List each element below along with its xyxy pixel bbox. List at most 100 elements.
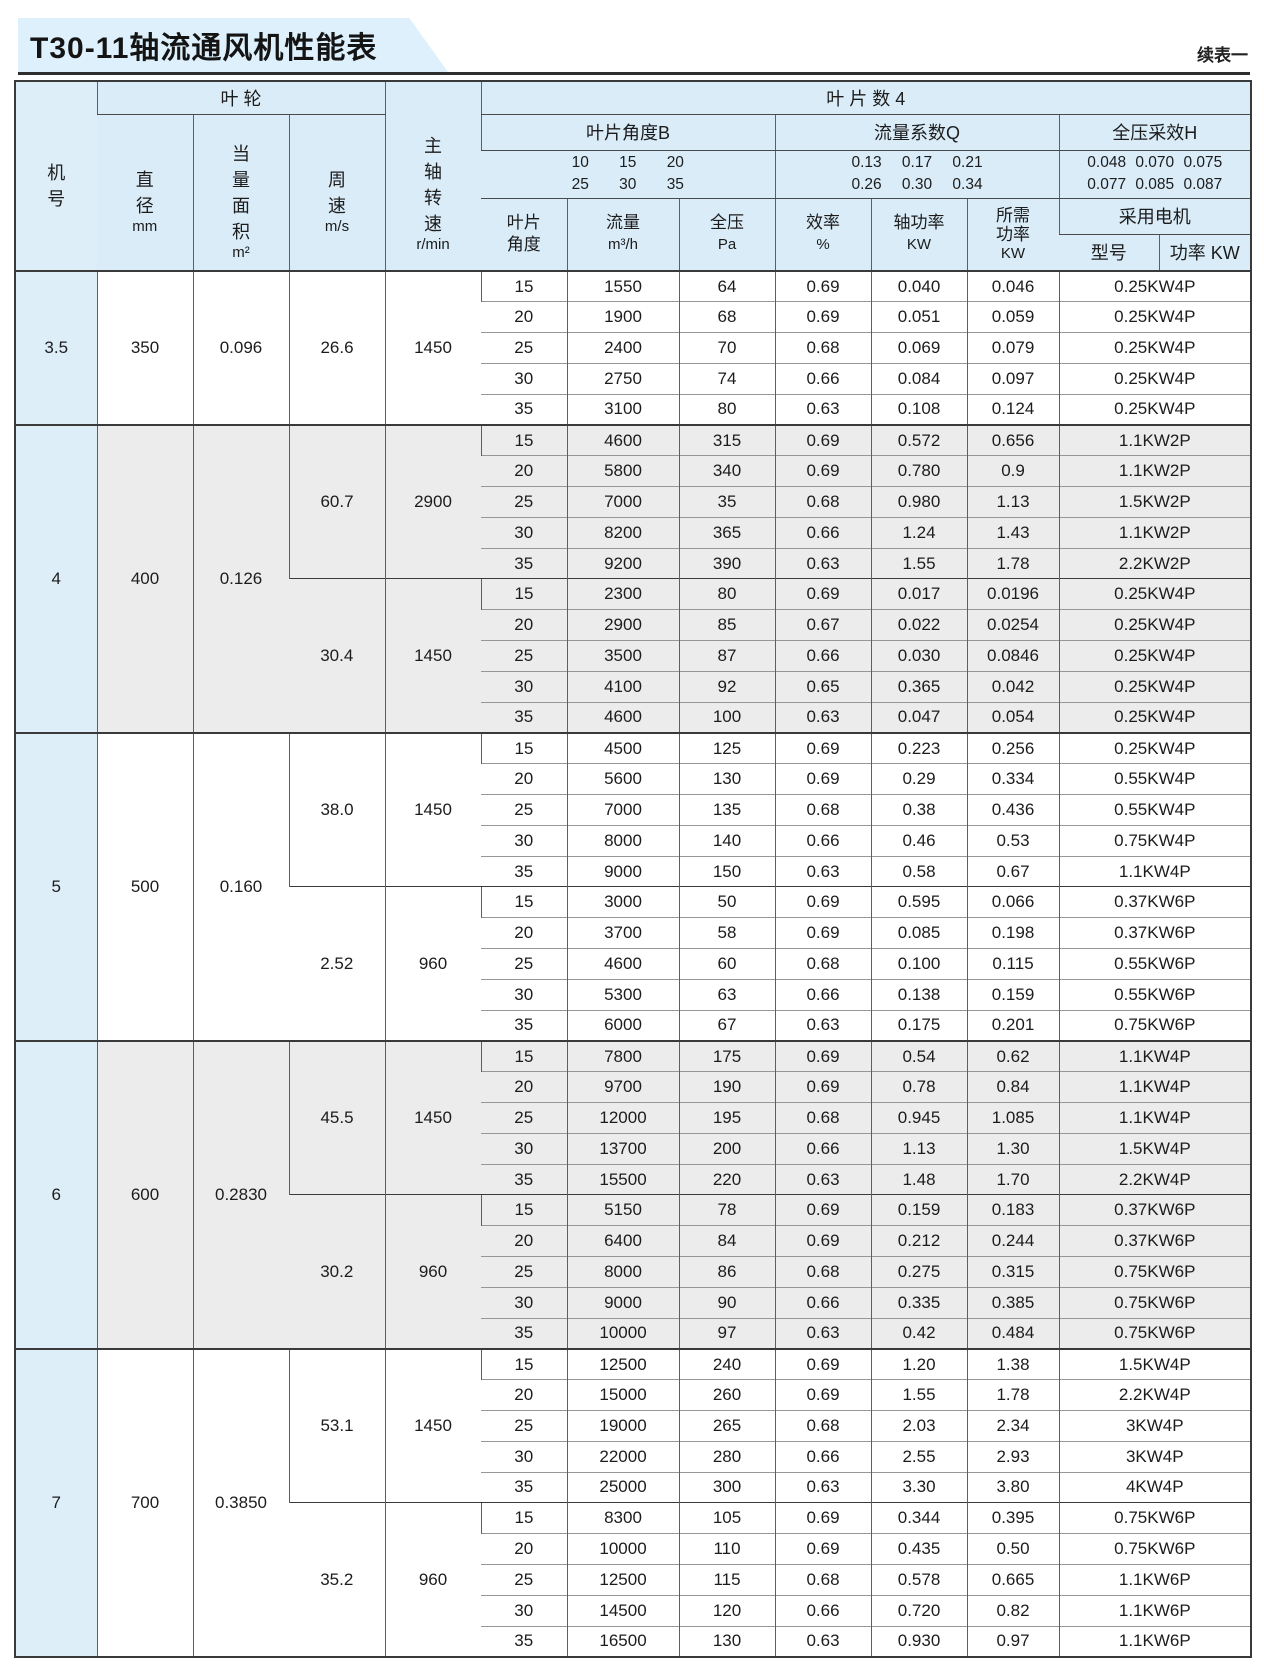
motor-cell: 0.25KW4P (1058, 393, 1252, 425)
required-power-cell: 0.334 (966, 763, 1060, 795)
required-power-cell: 0.385 (966, 1286, 1060, 1319)
required-power-cell: 0.9 (966, 455, 1060, 487)
efficiency-cell: 0.69 (774, 423, 872, 456)
efficiency-cell: 0.66 (774, 1286, 872, 1319)
flow-values-row2: 0.26 0.30 0.34 (851, 176, 983, 193)
efficiency-cell: 0.69 (774, 731, 872, 764)
motor-cell: 2.2KW2P (1058, 547, 1252, 579)
pressure-cell: 110 (678, 1533, 776, 1565)
motor-cell: 0.55KW4P (1058, 794, 1252, 826)
required-power-cell: 1.30 (966, 1132, 1060, 1165)
shaft-power-cell: 0.435 (870, 1533, 968, 1565)
motor-cell: 1.1KW6P (1058, 1594, 1252, 1627)
flow-values-row1: 0.13 0.17 0.21 (851, 154, 983, 171)
shaft-power-cell: 0.212 (870, 1225, 968, 1257)
tip-speed-cell: 30.4 (289, 578, 386, 733)
pressure-cell: 67 (678, 1009, 776, 1041)
motor-cell: 1.5KW4P (1058, 1347, 1252, 1380)
shaft-power-cell: 0.578 (870, 1563, 968, 1596)
blade-angle-cell: 20 (481, 1533, 568, 1565)
motor-cell: 0.75KW6P (1058, 1286, 1252, 1319)
tip-speed-cell: 26.6 (288, 270, 386, 425)
flow-cell: 8000 (566, 824, 680, 857)
header-angle-values: 10 15 20 25 30 35 (481, 150, 776, 199)
efficiency-cell: 0.68 (774, 1409, 872, 1442)
required-power-cell: 0.82 (966, 1594, 1060, 1627)
header-eq-area-char: 面 (232, 195, 250, 216)
pressure-cell: 68 (678, 301, 776, 333)
required-power-cell: 0.484 (966, 1317, 1060, 1349)
table-row: 6 600 0.2830 45.5 1450 15 7800 175 0.69 0.54 0.62 1… (15, 1039, 1252, 1349)
flow-cell: 5300 (566, 978, 680, 1011)
required-power-cell: 0.656 (966, 423, 1060, 456)
blade-angle-cell: 30 (481, 1286, 568, 1319)
table-row: 30 8000 140 0.66 0.46 0.53 0.75KW4P (15, 824, 1252, 857)
motor-cell: 1.1KW6P (1058, 1563, 1252, 1596)
efficiency-cell: 0.63 (774, 1625, 872, 1657)
flow-cell: 5800 (566, 455, 680, 487)
angle-values-row2: 25 30 35 (571, 176, 684, 193)
header-angle-group: 叶片角度B (480, 114, 776, 151)
machine-no-cell: 7 (15, 1347, 97, 1657)
blade-angle-cell: 25 (481, 1256, 568, 1288)
blade-angle-cell: 20 (481, 1071, 568, 1103)
motor-cell: 1.1KW4P (1058, 1039, 1252, 1072)
table-row: 20 5600 130 0.69 0.29 0.334 0.55KW4P (15, 763, 1252, 795)
rpm-cell: 960 (384, 1502, 482, 1657)
required-power-cell: 1.78 (966, 1379, 1060, 1411)
efficiency-cell: 0.69 (774, 1347, 872, 1380)
efficiency-cell: 0.69 (774, 1194, 872, 1226)
blade-angle-cell: 20 (481, 763, 568, 795)
col-header-angle: 叶片 角度 (481, 198, 568, 271)
table-row: 25 12500 115 0.68 0.578 0.665 1.1KW6P (15, 1563, 1252, 1596)
tip-speed-cell: 53.1 (288, 1347, 386, 1503)
required-power-cell: 1.78 (966, 547, 1060, 579)
pressure-cell: 64 (678, 270, 776, 302)
required-power-cell: 1.38 (966, 1347, 1060, 1380)
eq-area-cell: 0.2830 (192, 1039, 289, 1349)
shaft-power-cell: 0.335 (870, 1286, 968, 1319)
eq-area-cell: 0.3850 (192, 1347, 289, 1657)
required-power-cell: 0.50 (966, 1533, 1060, 1565)
pressure-cell: 50 (678, 886, 776, 918)
blade-angle-cell: 15 (480, 1502, 568, 1534)
efficiency-cell: 0.69 (774, 578, 872, 610)
shaft-power-cell: 0.100 (870, 948, 968, 980)
table-row: 35 16500 130 0.63 0.930 0.97 1.1KW6P (15, 1625, 1252, 1657)
table-row: 35 10000 97 0.63 0.42 0.484 0.75KW6P (15, 1317, 1252, 1349)
col-header-motor-power: 功率 KW (1158, 234, 1252, 271)
flow-cell: 9000 (566, 855, 680, 887)
efficiency-cell: 0.63 (774, 701, 872, 733)
machine-no-cell: 4 (15, 423, 97, 733)
table-row: 20 1900 68 0.69 0.051 0.059 0.25KW4P (15, 301, 1252, 333)
blade-angle-cell: 20 (481, 1225, 568, 1257)
shaft-power-cell: 0.38 (870, 794, 968, 826)
shaft-power-cell: 1.13 (870, 1132, 968, 1165)
blade-angle-cell: 25 (481, 1102, 568, 1134)
table-row: 20 6400 84 0.69 0.212 0.244 0.37KW6P (15, 1225, 1252, 1257)
flow-cell: 3500 (566, 640, 680, 672)
page-title: T30-11轴流通风机性能表 (30, 32, 378, 65)
flow-cell: 9700 (566, 1071, 680, 1103)
flow-cell: 6400 (566, 1225, 680, 1257)
pressure-cell: 365 (678, 516, 776, 549)
table-row: 35 9200 390 0.63 1.55 1.78 2.2KW2P (15, 547, 1252, 579)
flow-cell: 1550 (566, 270, 680, 302)
required-power-cell: 2.34 (966, 1409, 1060, 1442)
required-power-cell: 0.124 (966, 393, 1060, 425)
required-power-cell: 0.0846 (966, 640, 1060, 672)
motor-cell: 1.1KW2P (1058, 423, 1252, 456)
motor-cell: 1.1KW6P (1058, 1625, 1252, 1657)
blade-angle-cell: 30 (481, 824, 568, 857)
pressure-cell: 86 (678, 1256, 776, 1288)
flow-cell: 16500 (566, 1625, 680, 1657)
machine-no-cell: 6 (15, 1039, 97, 1349)
pressure-cell: 120 (678, 1594, 776, 1627)
header-diameter-char: 径 (135, 195, 154, 216)
table-row: 35.2 960 15 8300 105 0.69 0.344 0.395 0.75KW6P (15, 1502, 1252, 1657)
header-pressure-values: 0.048 0.070 0.075 0.077 0.085 0.087 (1058, 150, 1252, 199)
table-row: 5 500 0.160 38.0 1450 15 4500 125 0.69 0.223 0.256… (15, 731, 1252, 1041)
table-row: 25 12000 195 0.68 0.945 1.085 1.1KW4P (15, 1102, 1252, 1134)
shaft-power-cell: 1.55 (870, 1379, 968, 1411)
required-power-cell: 0.436 (966, 794, 1060, 826)
